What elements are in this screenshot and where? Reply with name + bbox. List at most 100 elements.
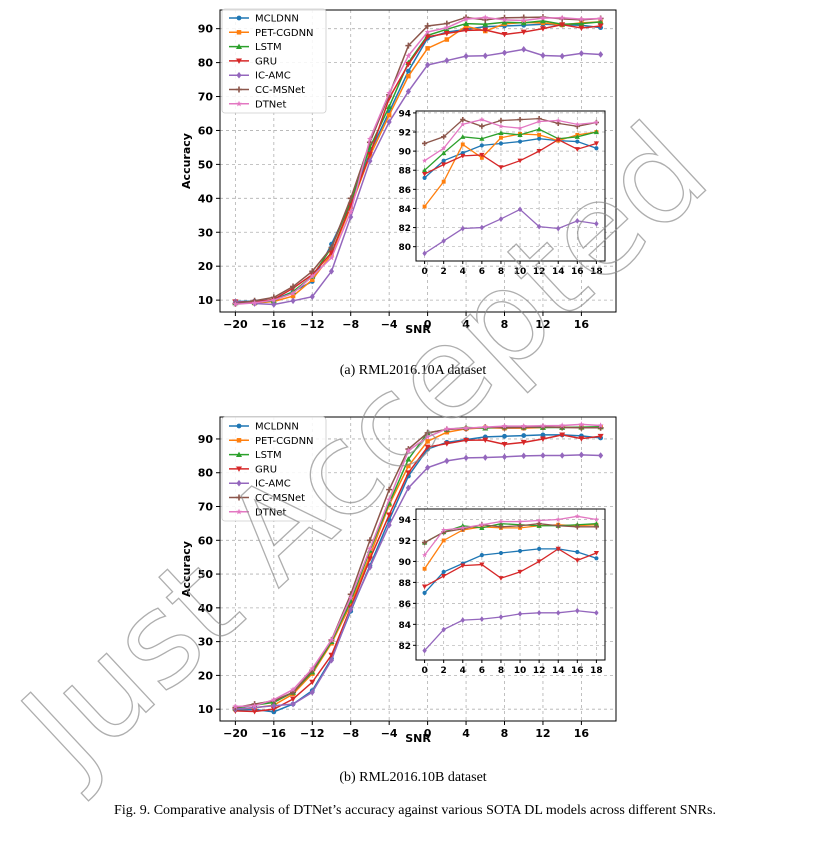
inset-data-point (575, 607, 580, 614)
inset-data-point (555, 137, 561, 143)
data-point (559, 52, 565, 60)
plot-frame (219, 9, 617, 313)
data-point (367, 157, 373, 165)
inset-data-point (422, 250, 427, 257)
inset-data-point (479, 152, 485, 158)
inset-y-tick-label: 90 (398, 558, 411, 568)
inset-data-point (421, 167, 428, 173)
data-point (520, 17, 527, 24)
data-point (443, 425, 450, 432)
inset-x-tick-label: 6 (479, 267, 485, 277)
data-point (521, 46, 527, 53)
inset-data-point (536, 559, 542, 565)
x-tick-label: 12 (535, 318, 550, 331)
legend: MCLDNN PET-CGDNN LSTM GRU IC-AMC CC-MSNet DTNe… (221, 416, 327, 522)
data-point (386, 512, 393, 518)
data-point (578, 421, 585, 427)
x-tick-label: 16 (574, 727, 590, 740)
subfigure-caption-b: (b) RML2016.10B dataset (339, 770, 486, 785)
data-point (463, 20, 470, 26)
series-group (232, 421, 604, 715)
inset-data-point (479, 562, 485, 568)
data-point (328, 254, 335, 261)
inset-data-point (421, 171, 428, 177)
x-tick-label: −16 (262, 727, 287, 740)
inset-series-line (424, 610, 597, 651)
inset-data-point (498, 117, 504, 124)
data-point (348, 213, 354, 221)
inset-data-point (441, 145, 447, 151)
data-point (405, 470, 412, 476)
y-tick-label: 90 (198, 23, 214, 36)
legend-marker (236, 438, 242, 443)
data-point (290, 283, 297, 290)
legend-label: LSTM (255, 450, 282, 461)
inset-data-point (498, 614, 504, 620)
inset-data-point (441, 569, 446, 574)
inset-data-point (421, 157, 428, 163)
legend-label: LSTM (255, 42, 282, 53)
legend-label: DTNet (255, 507, 286, 518)
inset-series-line (424, 548, 597, 588)
x-tick-label: 16 (574, 318, 590, 331)
inset-x-tick-label: 6 (479, 666, 485, 676)
y-tick-label: 80 (198, 57, 214, 70)
data-point (309, 273, 316, 279)
inset-data-point (593, 521, 600, 526)
inset-data-point (498, 518, 504, 524)
data-point (578, 16, 585, 22)
legend-marker (236, 479, 242, 487)
data-point (366, 537, 373, 544)
inset-data-point (536, 609, 542, 616)
data-point (520, 19, 527, 26)
figure-caption: Fig. 9. Comparative analysis of DTNet’s … (114, 803, 716, 818)
series-line-gru (235, 23, 601, 303)
data-point (463, 16, 470, 22)
data-point (328, 652, 335, 659)
inset-data-point (499, 135, 503, 140)
inset-data-point (498, 123, 504, 129)
data-point (578, 436, 585, 442)
inset-x-tick-label: 18 (590, 267, 603, 277)
data-point (520, 439, 527, 446)
data-point (309, 293, 315, 301)
legend-label: IC-AMC (255, 479, 291, 490)
inset-data-point (421, 584, 428, 590)
data-point (367, 553, 373, 558)
inset-data-point (422, 175, 427, 180)
legend-marker (236, 466, 242, 472)
data-point (482, 27, 489, 34)
inset-frame (415, 508, 606, 661)
inset-chart: 0 2 4 6 8 10 12 14 16 18 80 82 84 86 88 90 92 94 (398, 109, 606, 277)
data-point (328, 656, 335, 664)
inset-data-point (479, 143, 484, 148)
x-tick-label: −4 (381, 727, 398, 740)
x-axis-label: SNR (405, 732, 431, 745)
inset-data-point (594, 220, 599, 227)
x-tick-label: −8 (342, 318, 359, 331)
data-point (405, 447, 412, 454)
data-point (463, 27, 470, 34)
inset-series-line (424, 138, 597, 179)
inset-data-point (441, 527, 447, 533)
inset-data-point (517, 125, 523, 131)
data-point (463, 454, 469, 462)
y-tick-label: 80 (198, 467, 214, 480)
legend-label: PET-CGDNN (255, 436, 314, 447)
y-tick-label: 60 (198, 124, 214, 137)
y-tick-label: 40 (198, 192, 214, 205)
legend-marker (236, 100, 242, 107)
inset-data-point (593, 141, 600, 147)
inset-data-point (536, 126, 542, 132)
inset-data-point (498, 216, 504, 222)
inset-data-point (517, 518, 523, 524)
inset-chart: 0 2 4 6 8 10 12 14 16 18 82 84 86 88 90 92 94 (398, 508, 606, 676)
data-point (501, 453, 508, 461)
data-point (328, 250, 335, 256)
inset-y-tick-label: 84 (398, 205, 411, 215)
data-point (425, 439, 430, 444)
inset-data-point (460, 153, 466, 159)
data-point (443, 441, 450, 447)
inset-data-point (479, 553, 484, 558)
x-tick-label: 4 (462, 318, 470, 331)
